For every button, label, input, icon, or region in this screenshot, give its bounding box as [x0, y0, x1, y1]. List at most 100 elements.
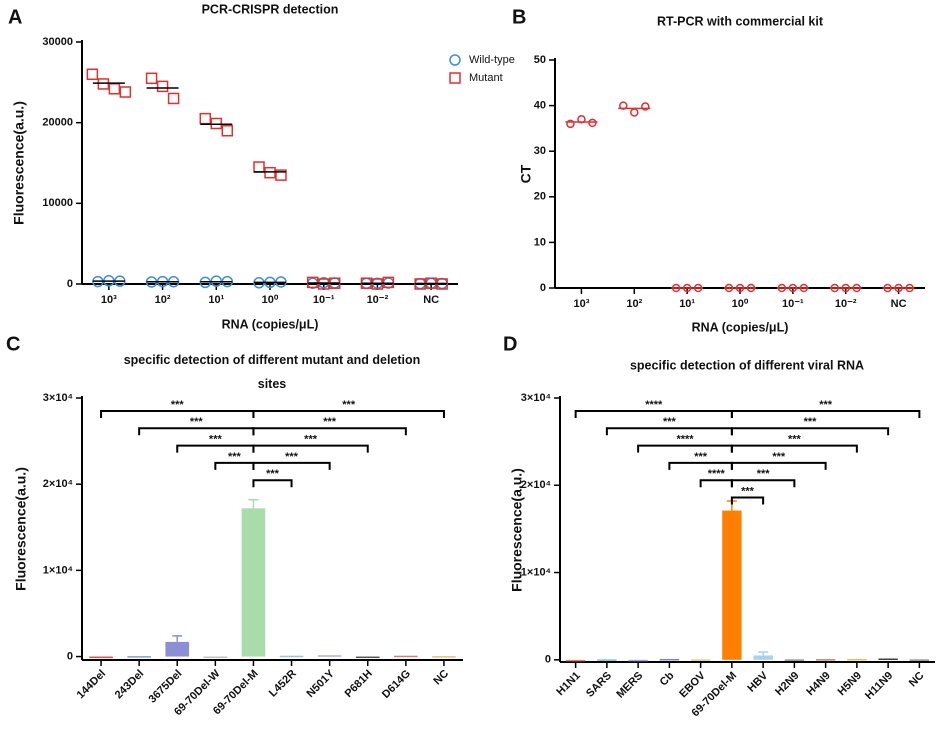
bar [165, 641, 190, 657]
bar [847, 658, 867, 661]
bar [753, 655, 773, 660]
point [371, 278, 384, 290]
y-tick-label: 30 [534, 145, 546, 157]
x-tick-label: D614G [380, 668, 413, 701]
point [145, 72, 158, 85]
significance-label: *** [804, 416, 818, 428]
significance-bracket [730, 410, 921, 418]
bar [659, 658, 680, 661]
point [577, 115, 586, 124]
y-tick-label: 20000 [42, 117, 73, 129]
x-tick-label: H5N9 [836, 670, 864, 698]
point [264, 166, 276, 179]
bar [878, 658, 898, 661]
point [167, 92, 180, 105]
point [641, 102, 650, 111]
x-tick-label: 10¹ [208, 294, 224, 306]
bar [432, 656, 456, 658]
bar [241, 508, 266, 657]
bar [690, 659, 711, 661]
y-tick-label: 3×10⁴ [43, 392, 73, 404]
x-tick-label: HBV [745, 669, 770, 694]
significance-label: *** [266, 468, 280, 480]
x-tick-label: 243Del [113, 668, 147, 702]
x-tick-label: NC [907, 670, 927, 690]
significance-label: *** [190, 416, 204, 428]
x-tick-label: 10² [155, 294, 171, 306]
panel-letter: B [512, 6, 526, 28]
significance-bracket [730, 427, 890, 436]
point [382, 276, 395, 289]
bar [127, 656, 151, 658]
panel-letter: A [8, 6, 22, 28]
x-tick-label: NC [891, 298, 907, 310]
x-tick-label: 144Del [75, 668, 109, 702]
significance-label: *** [663, 416, 677, 428]
significance-bracket [730, 444, 858, 453]
x-tick-label: SARS [584, 670, 614, 700]
bar [394, 655, 418, 658]
significance-bracket [252, 461, 331, 470]
y-tick-label: 0 [67, 650, 73, 662]
chart-title: specific detection of different mutant a… [123, 353, 421, 391]
significance-label: *** [209, 434, 223, 446]
point [199, 112, 212, 125]
bar [597, 659, 617, 661]
significance-bracket [574, 410, 733, 418]
y-tick-label: 30000 [42, 36, 73, 48]
x-tick-label: P681H [343, 668, 375, 700]
x-tick-label: 3675Del [147, 668, 185, 706]
x-tick-label: 10⁰ [732, 298, 749, 310]
x-tick-label: 10⁻¹ [313, 294, 335, 306]
y-axis-label: Fluorescence(a.u.) [11, 101, 27, 225]
significance-bracket [214, 461, 255, 470]
point [221, 124, 234, 137]
x-tick-label: 10⁻² [835, 298, 857, 310]
y-tick-label: 0 [540, 282, 546, 294]
significance-label: *** [171, 399, 185, 411]
point [253, 161, 265, 173]
point [119, 86, 132, 98]
bar [722, 510, 742, 660]
y-tick-label: 1×10⁴ [521, 566, 551, 578]
error-bar [758, 651, 769, 656]
significance-label: *** [788, 434, 802, 446]
significance-label: *** [323, 416, 337, 428]
significance-label: *** [757, 468, 771, 480]
significance-bracket [252, 444, 369, 453]
significance-bracket [730, 479, 796, 488]
y-axis-label: CT [518, 164, 534, 183]
y-tick-label: 10 [534, 236, 546, 248]
x-axis-label: RNA (copies/μL) [222, 317, 319, 331]
y-tick-label: 20 [534, 191, 546, 203]
point [86, 68, 99, 81]
x-tick-label: H4N9 [804, 670, 832, 698]
significance-bracket [637, 444, 733, 453]
point [210, 117, 223, 130]
x-tick-label: L452R [267, 668, 299, 700]
significance-bracket [100, 410, 255, 418]
significance-bracket [605, 427, 733, 436]
y-axis-label: Fluorescence(a.u.) [13, 467, 29, 591]
x-tick-label: H2N9 [773, 670, 801, 698]
y-tick-label: 3×10⁴ [521, 392, 551, 404]
significance-label: *** [819, 399, 833, 411]
significance-label: *** [304, 434, 318, 446]
x-tick-label: N501Y [305, 667, 338, 700]
significance-label: *** [741, 485, 755, 497]
legend-marker [449, 72, 461, 84]
significance-label: **** [676, 434, 694, 446]
chart-title: specific detection of different viral RN… [630, 358, 864, 372]
point [156, 80, 169, 93]
x-axis-label: RNA (copies/μL) [692, 320, 789, 334]
significance-bracket [730, 461, 827, 470]
significance-label: *** [772, 451, 786, 463]
point [619, 101, 628, 110]
bar [203, 656, 228, 659]
bar [628, 659, 648, 662]
x-tick-label: 10⁰ [262, 294, 279, 306]
point [108, 83, 121, 95]
y-tick-label: 2×10⁴ [43, 478, 73, 490]
x-tick-label: 10⁻¹ [782, 298, 804, 310]
